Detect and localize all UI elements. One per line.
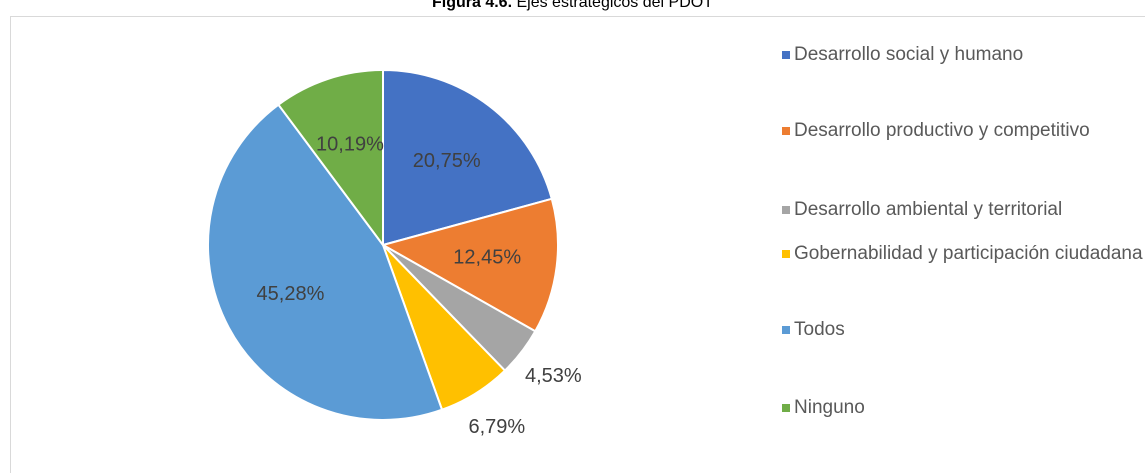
legend-item: Todos — [778, 318, 1145, 342]
legend-label: Ninguno — [794, 397, 865, 418]
pie-slice — [277, 68, 384, 249]
legend-item: Ninguno — [778, 396, 1145, 420]
pie-slice — [380, 197, 559, 333]
legend-swatch — [782, 326, 790, 334]
legend-item: Desarrollo ambiental y territorial — [778, 198, 1145, 222]
data-label: 45,28% — [257, 283, 325, 305]
data-label: 4,53% — [525, 365, 582, 387]
data-label: 6,79% — [468, 416, 525, 438]
legend-label: Desarrollo social y humano — [794, 44, 1024, 65]
legend-label: Todos — [794, 319, 845, 340]
title-text: Ejes estratégicos del PDOT — [516, 0, 713, 11]
figure-label: Figura 4.6. — [431, 0, 513, 11]
legend-swatch — [782, 250, 790, 258]
data-label: 20,75% — [413, 150, 481, 172]
legend-label: Gobernabilidad y participación ciudadana — [794, 243, 1143, 264]
chart-title: Figura 4.6. Ejes estratégicos del PDOT — [0, 0, 1145, 12]
legend-item: Desarrollo social y humano — [778, 43, 1145, 67]
chart-frame — [10, 16, 1145, 473]
pie-slice — [207, 103, 444, 421]
legend-swatch — [782, 51, 790, 59]
legend-item: Gobernabilidad y participación ciudadana — [778, 242, 1145, 266]
legend-label: Desarrollo productivo y competitivo — [794, 120, 1090, 141]
legend-item: Desarrollo productivo y competitivo — [778, 119, 1145, 143]
data-label: 10,19% — [316, 134, 384, 156]
pie-slice — [382, 68, 554, 247]
data-label: 12,45% — [453, 246, 521, 268]
legend-swatch — [782, 206, 790, 214]
legend-swatch — [782, 404, 790, 412]
legend-swatch — [782, 127, 790, 135]
legend-label: Desarrollo ambiental y territorial — [794, 199, 1063, 220]
